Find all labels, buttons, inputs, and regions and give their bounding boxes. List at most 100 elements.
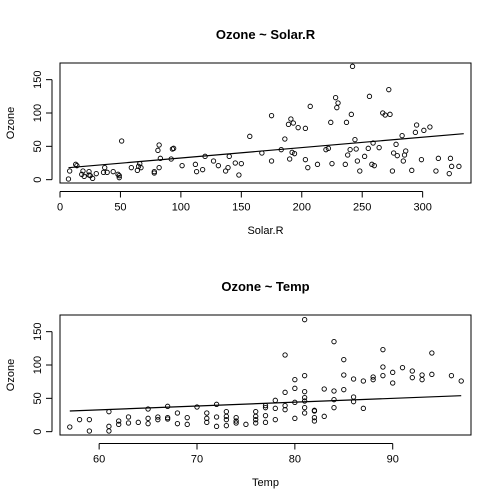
data-point xyxy=(116,418,122,424)
x-tick-label: 80 xyxy=(289,454,301,466)
data-point xyxy=(302,125,309,131)
y-axis-label: Ozone xyxy=(5,359,17,391)
data-point xyxy=(81,173,87,179)
data-point xyxy=(225,165,231,171)
data-point xyxy=(179,163,185,169)
y-tick-label: 100 xyxy=(32,104,44,122)
data-point xyxy=(145,415,151,421)
data-point xyxy=(301,395,308,401)
data-point xyxy=(213,423,220,429)
plot-area-frame xyxy=(59,314,472,436)
data-point xyxy=(184,421,190,427)
data-point xyxy=(331,388,337,394)
data-point xyxy=(170,145,177,151)
data-point xyxy=(307,103,313,109)
data-point xyxy=(412,129,419,135)
data-point xyxy=(236,172,242,178)
x-axis-label: Solar.R xyxy=(247,225,283,237)
data-point xyxy=(192,161,199,167)
data-point xyxy=(222,168,229,174)
data-point xyxy=(194,404,200,410)
data-point xyxy=(204,410,210,416)
data-point xyxy=(272,397,278,403)
regression-line xyxy=(68,133,464,169)
y-tick-label: 0 xyxy=(32,177,44,183)
data-point xyxy=(370,377,376,383)
data-point xyxy=(238,161,244,167)
data-point xyxy=(174,410,181,416)
data-point xyxy=(435,155,442,161)
data-point xyxy=(387,111,393,117)
x-tick-label: 200 xyxy=(293,202,311,214)
data-point xyxy=(409,368,415,374)
data-point xyxy=(394,153,400,159)
data-point xyxy=(223,423,230,429)
data-point xyxy=(301,389,308,395)
data-point xyxy=(290,120,296,126)
data-point xyxy=(116,175,122,181)
y-tick-label: 50 xyxy=(32,140,44,152)
data-point xyxy=(331,339,337,345)
data-point xyxy=(361,153,368,159)
data-point xyxy=(325,145,332,151)
data-point xyxy=(125,414,132,420)
chart-panel-solar: Ozone ~ Solar.R Solar.R Ozone 0 50 100 150 2… xyxy=(5,27,472,237)
data-point xyxy=(193,169,200,175)
data-point xyxy=(321,386,327,392)
data-point xyxy=(335,100,341,106)
x-tick-label: 60 xyxy=(93,454,105,466)
data-point xyxy=(65,176,72,182)
data-point xyxy=(116,173,122,179)
data-point xyxy=(311,407,318,413)
data-point xyxy=(357,168,363,174)
data-point xyxy=(311,415,318,421)
data-point xyxy=(331,397,337,403)
data-point xyxy=(328,119,334,125)
data-point xyxy=(145,406,151,412)
data-point xyxy=(399,133,405,139)
data-point xyxy=(223,417,230,423)
data-point xyxy=(331,405,337,411)
data-point xyxy=(213,414,220,420)
data-point xyxy=(262,419,269,425)
data-point xyxy=(115,171,121,177)
x-tick-label: 100 xyxy=(172,202,190,214)
data-point xyxy=(262,405,269,411)
chart-title: Ozone ~ Temp xyxy=(221,279,309,294)
data-point xyxy=(233,418,239,424)
regression-line xyxy=(69,395,462,412)
data-point xyxy=(282,403,288,409)
data-point xyxy=(409,375,415,381)
data-point xyxy=(399,365,406,371)
data-point xyxy=(272,417,278,423)
data-point xyxy=(67,424,73,430)
data-point xyxy=(157,155,163,161)
data-point xyxy=(433,168,439,174)
data-point xyxy=(268,158,275,164)
data-point xyxy=(223,413,230,419)
y-tick-label: 150 xyxy=(32,322,44,340)
data-point xyxy=(429,350,435,356)
data-point xyxy=(349,63,356,69)
data-point xyxy=(458,378,464,384)
data-point xyxy=(456,163,462,169)
y-tick-label: 0 xyxy=(32,429,44,435)
data-point xyxy=(292,377,298,383)
data-point xyxy=(199,167,206,173)
data-point xyxy=(247,133,253,139)
data-point xyxy=(226,153,232,159)
data-point xyxy=(311,418,318,424)
data-point xyxy=(151,170,157,176)
data-point xyxy=(291,151,298,157)
data-point xyxy=(380,347,386,353)
data-point xyxy=(301,405,308,411)
data-point xyxy=(210,158,217,164)
data-point xyxy=(347,147,353,153)
x-tick-label: 50 xyxy=(114,202,126,214)
data-point xyxy=(145,421,151,427)
data-point xyxy=(341,357,347,363)
data-point xyxy=(370,140,376,146)
data-point xyxy=(390,380,396,386)
data-point xyxy=(288,116,294,122)
